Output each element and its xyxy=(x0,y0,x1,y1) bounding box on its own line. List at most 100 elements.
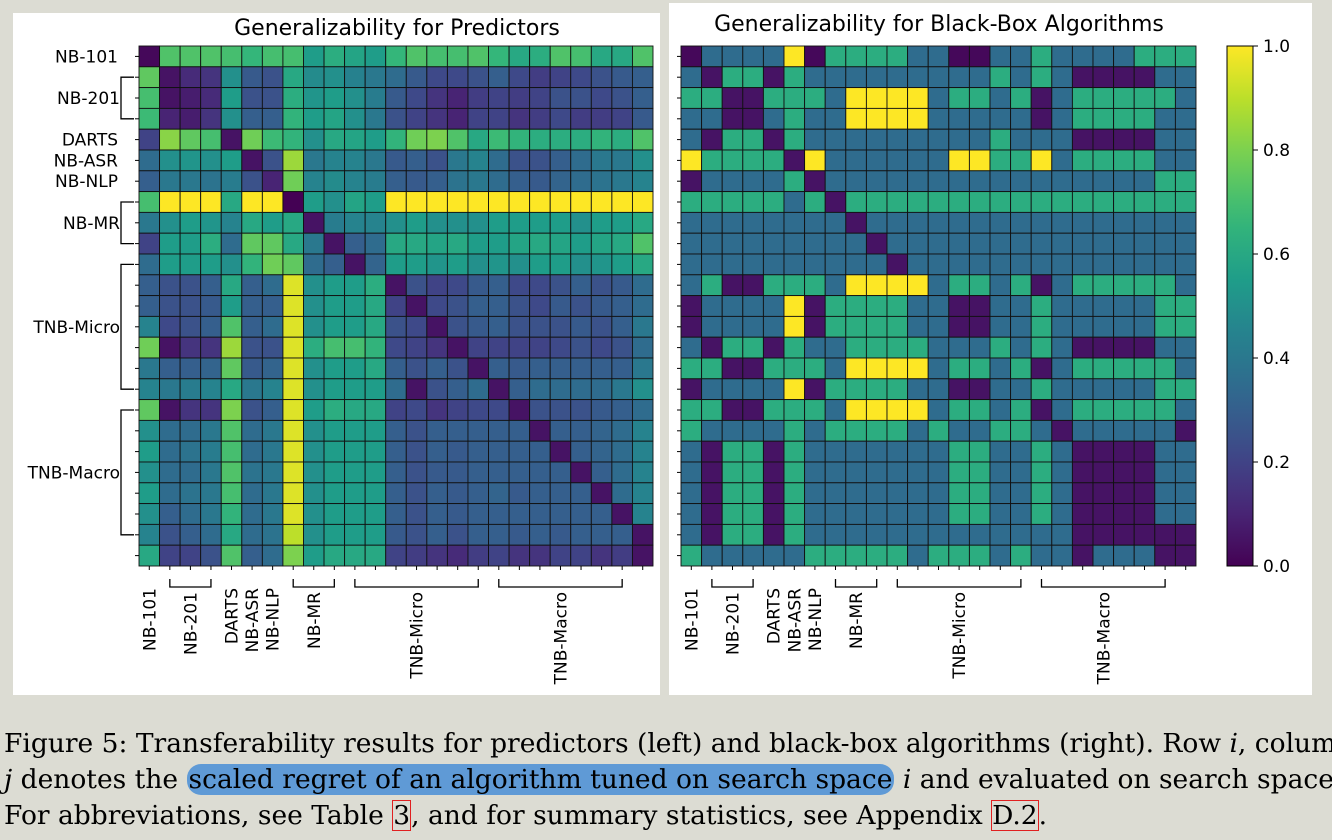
left-heatmap-cell xyxy=(570,544,592,567)
right-heatmap-cell xyxy=(1154,170,1176,193)
right-x-group-bracket xyxy=(834,579,878,588)
left-heatmap-cell xyxy=(529,295,551,317)
left-heatmap-cell xyxy=(631,66,654,89)
right-heatmap-cell xyxy=(927,482,950,505)
right-heatmap-cell xyxy=(907,274,929,297)
left-heatmap-cell xyxy=(570,107,592,130)
left-heatmap-cell xyxy=(344,482,366,505)
left-heatmap-cell xyxy=(529,87,551,109)
right-heatmap-cell xyxy=(845,211,867,234)
left-heatmap-cell xyxy=(590,232,613,255)
right-heatmap-cell xyxy=(1113,315,1135,338)
left-heatmap-cell xyxy=(241,107,263,130)
right-heatmap-cell xyxy=(1154,461,1176,484)
right-heatmap-cell xyxy=(783,253,806,276)
right-heatmap-cell xyxy=(968,191,991,213)
right-heatmap-cell xyxy=(680,419,703,442)
right-heatmap-cell xyxy=(783,461,806,484)
right-heatmap-cell xyxy=(701,461,723,484)
left-heatmap-cell xyxy=(138,87,161,109)
left-heatmap-cell xyxy=(467,211,489,234)
right-heatmap-cell xyxy=(886,87,909,109)
right-heatmap-cell xyxy=(927,295,950,317)
right-heatmap-cell xyxy=(804,482,826,505)
right-heatmap-cell xyxy=(721,357,744,380)
right-heatmap-cell xyxy=(1133,399,1156,421)
right-heatmap-cell xyxy=(865,378,888,401)
right-heatmap-cell xyxy=(1133,232,1156,255)
left-heatmap-cell xyxy=(508,315,531,338)
left-heatmap-cell xyxy=(241,45,263,68)
right-heatmap-cell xyxy=(865,336,888,359)
left-heatmap-cell xyxy=(323,274,346,297)
right-heatmap-cell xyxy=(989,482,1012,505)
right-heatmap-cell xyxy=(1133,440,1156,463)
right-heatmap-cell xyxy=(680,523,703,546)
left-heatmap-cell xyxy=(488,253,510,276)
left-heatmap-cell xyxy=(549,419,572,442)
right-heatmap-cell xyxy=(927,419,950,442)
left-heatmap-cell xyxy=(590,544,613,567)
left-heatmap-cell xyxy=(446,232,469,255)
right-heatmap-cell xyxy=(1092,482,1115,505)
right-heatmap-cell xyxy=(1092,461,1115,484)
left-heatmap-cell xyxy=(570,523,592,546)
right-heatmap-cell xyxy=(1092,440,1115,463)
right-heatmap-cell xyxy=(845,503,867,525)
left-y-tick-label: NB-101 xyxy=(55,47,118,67)
left-heatmap-cell xyxy=(446,523,469,546)
right-heatmap-cell xyxy=(1010,544,1032,567)
left-heatmap-cell xyxy=(323,232,346,255)
left-heatmap-cell xyxy=(179,357,202,380)
colorbar-tick-label: 0.8 xyxy=(1263,141,1290,161)
right-heatmap-cell xyxy=(1051,544,1073,567)
right-heatmap-cell xyxy=(783,107,806,130)
left-heatmap-cell xyxy=(179,274,202,297)
left-heatmap-cell xyxy=(261,107,284,130)
left-heatmap-cell xyxy=(159,232,181,255)
left-heatmap-cell xyxy=(446,357,469,380)
left-heatmap-cell xyxy=(138,274,161,297)
left-heatmap-cell xyxy=(282,149,304,172)
right-heatmap-cell xyxy=(1010,357,1032,380)
left-y-group-bracket xyxy=(120,409,134,536)
right-heatmap-cell xyxy=(824,503,847,525)
left-heatmap-cell xyxy=(405,544,428,567)
left-heatmap-cell xyxy=(261,399,284,421)
appendix-ref-link[interactable]: D.2 xyxy=(991,800,1039,831)
right-heatmap-cell xyxy=(989,170,1012,193)
right-heatmap-cell xyxy=(1051,45,1073,68)
right-heatmap-cell xyxy=(680,211,703,234)
left-heatmap-cell xyxy=(405,461,428,484)
left-heatmap-cell xyxy=(159,399,181,421)
right-heatmap-cell xyxy=(1051,461,1073,484)
right-heatmap-cell xyxy=(762,253,785,276)
left-heatmap-cell xyxy=(344,232,366,255)
left-heatmap-cell xyxy=(220,440,243,463)
left-y-group-bracket xyxy=(120,201,134,245)
right-heatmap-cell xyxy=(762,211,785,234)
right-heatmap-cell xyxy=(1071,295,1094,317)
left-heatmap-cell xyxy=(261,45,284,68)
right-heatmap-cell xyxy=(989,399,1012,421)
right-heatmap-cell xyxy=(907,211,929,234)
right-heatmap-cell xyxy=(845,191,867,213)
left-heatmap-cell xyxy=(138,128,161,151)
left-heatmap-cell xyxy=(631,357,654,380)
left-heatmap-cell xyxy=(138,149,161,172)
left-heatmap-cell xyxy=(179,315,202,338)
right-heatmap-cell xyxy=(1154,295,1176,317)
left-heatmap-cell xyxy=(220,232,243,255)
right-heatmap-cell xyxy=(1154,87,1176,109)
left-x-tick-label: NB-101 xyxy=(140,588,160,651)
table-ref-link[interactable]: 3 xyxy=(392,800,412,831)
right-heatmap-cell xyxy=(804,232,826,255)
right-heatmap-cell xyxy=(680,295,703,317)
right-heatmap-cell xyxy=(1010,211,1032,234)
left-heatmap-cell xyxy=(241,357,263,380)
right-heatmap-cell xyxy=(968,503,991,525)
right-heatmap-cell xyxy=(1030,461,1053,484)
left-heatmap-cell xyxy=(159,336,181,359)
left-heatmap-cell xyxy=(446,128,469,151)
right-heatmap-cell xyxy=(948,232,970,255)
